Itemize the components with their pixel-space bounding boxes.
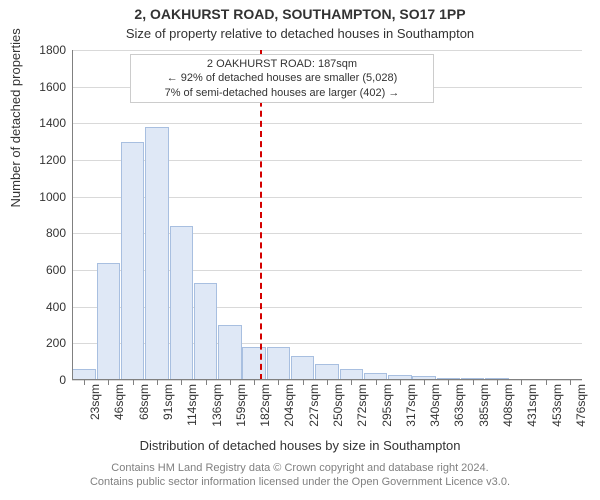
xtick-mark bbox=[133, 380, 134, 385]
xtick-mark bbox=[424, 380, 425, 385]
xtick-mark bbox=[473, 380, 474, 385]
histogram-bar bbox=[121, 142, 144, 380]
xtick-label: 476sqm bbox=[574, 384, 588, 427]
histogram-bar bbox=[145, 127, 168, 380]
xtick-mark bbox=[181, 380, 182, 385]
xtick-label: 23sqm bbox=[88, 384, 102, 420]
histogram-bar bbox=[340, 369, 363, 380]
histogram-bar bbox=[291, 356, 314, 380]
xtick-label: 431sqm bbox=[525, 384, 539, 427]
xtick-label: 227sqm bbox=[307, 384, 321, 427]
xtick-mark bbox=[327, 380, 328, 385]
xtick-mark bbox=[351, 380, 352, 385]
annotation-box: 2 OAKHURST ROAD: 187sqm← 92% of detached… bbox=[130, 54, 434, 103]
ytick-label: 1800 bbox=[39, 43, 66, 57]
ytick-label: 1200 bbox=[39, 153, 66, 167]
annotation-line: ← 92% of detached houses are smaller (5,… bbox=[137, 71, 427, 85]
ytick-label: 600 bbox=[46, 263, 66, 277]
histogram-bar bbox=[97, 263, 120, 380]
xtick-label: 317sqm bbox=[404, 384, 418, 427]
ytick-label: 400 bbox=[46, 300, 66, 314]
xtick-mark bbox=[448, 380, 449, 385]
histogram-bar bbox=[315, 364, 338, 381]
footer-attribution: Contains HM Land Registry data © Crown c… bbox=[0, 462, 600, 490]
ytick-label: 1600 bbox=[39, 80, 66, 94]
xtick-label: 46sqm bbox=[112, 384, 126, 420]
ytick-label: 800 bbox=[46, 226, 66, 240]
x-axis-label: Distribution of detached houses by size … bbox=[0, 438, 600, 453]
annotation-line: 7% of semi-detached houses are larger (4… bbox=[137, 86, 427, 100]
xtick-mark bbox=[400, 380, 401, 385]
ytick-label: 1400 bbox=[39, 116, 66, 130]
ytick-label: 0 bbox=[59, 373, 66, 387]
xtick-mark bbox=[546, 380, 547, 385]
chart-subtitle: Size of property relative to detached ho… bbox=[0, 26, 600, 41]
xtick-mark bbox=[497, 380, 498, 385]
xtick-mark bbox=[206, 380, 207, 385]
xtick-mark bbox=[376, 380, 377, 385]
annotation-line: 2 OAKHURST ROAD: 187sqm bbox=[137, 57, 427, 71]
xtick-label: 385sqm bbox=[477, 384, 491, 427]
xtick-label: 453sqm bbox=[550, 384, 564, 427]
xtick-mark bbox=[108, 380, 109, 385]
xtick-mark bbox=[570, 380, 571, 385]
xtick-mark bbox=[303, 380, 304, 385]
xtick-label: 272sqm bbox=[355, 384, 369, 427]
footer-line-1: Contains HM Land Registry data © Crown c… bbox=[111, 462, 488, 474]
xtick-label: 136sqm bbox=[210, 384, 224, 427]
histogram-bar bbox=[170, 226, 193, 380]
histogram-bar bbox=[72, 369, 95, 380]
gridline bbox=[72, 50, 582, 51]
xtick-label: 114sqm bbox=[185, 384, 199, 426]
gridline bbox=[72, 123, 582, 124]
xtick-label: 408sqm bbox=[501, 384, 515, 427]
xtick-mark bbox=[521, 380, 522, 385]
xtick-label: 91sqm bbox=[161, 384, 175, 420]
xtick-label: 68sqm bbox=[137, 384, 151, 420]
xtick-mark bbox=[278, 380, 279, 385]
histogram-bar bbox=[364, 373, 387, 380]
chart-container: 2, OAKHURST ROAD, SOUTHAMPTON, SO17 1PP … bbox=[0, 0, 600, 500]
ytick-label: 200 bbox=[46, 336, 66, 350]
xtick-label: 340sqm bbox=[428, 384, 442, 427]
histogram-bar bbox=[242, 347, 265, 380]
xtick-label: 204sqm bbox=[282, 384, 296, 427]
chart-title: 2, OAKHURST ROAD, SOUTHAMPTON, SO17 1PP bbox=[0, 6, 600, 22]
xtick-mark bbox=[230, 380, 231, 385]
xtick-label: 295sqm bbox=[380, 384, 394, 427]
histogram-bar bbox=[218, 325, 241, 380]
xtick-label: 363sqm bbox=[452, 384, 466, 427]
xtick-label: 182sqm bbox=[258, 384, 272, 427]
histogram-bar bbox=[194, 283, 217, 380]
xtick-mark bbox=[84, 380, 85, 385]
footer-line-2: Contains public sector information licen… bbox=[90, 476, 510, 488]
ytick-label: 1000 bbox=[39, 190, 66, 204]
xtick-label: 159sqm bbox=[234, 384, 248, 427]
y-axis-label: Number of detached properties bbox=[8, 28, 23, 207]
xtick-label: 250sqm bbox=[331, 384, 345, 427]
histogram-bar bbox=[267, 347, 290, 380]
xtick-mark bbox=[254, 380, 255, 385]
xtick-mark bbox=[157, 380, 158, 385]
